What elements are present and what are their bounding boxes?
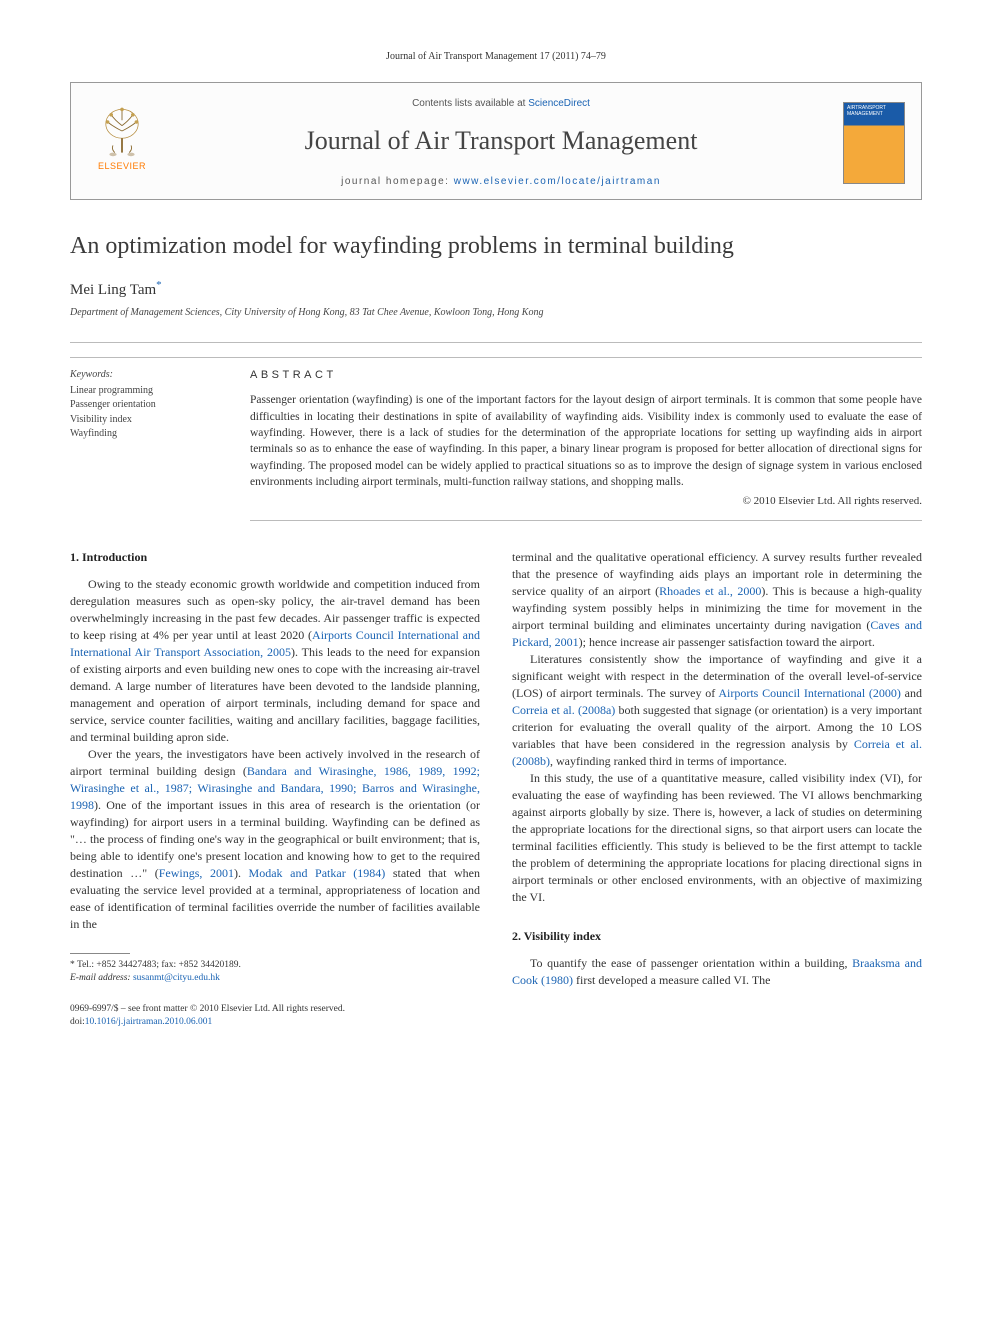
- elsevier-tree-icon: [95, 104, 149, 158]
- elsevier-label: ELSEVIER: [98, 160, 146, 173]
- abstract-text: Passenger orientation (wayfinding) is on…: [250, 392, 922, 490]
- homepage-prefix: journal homepage:: [341, 176, 454, 187]
- masthead-center: Contents lists available at ScienceDirec…: [173, 97, 829, 189]
- abstract-column: ABSTRACT Passenger orientation (wayfindi…: [250, 357, 922, 521]
- right-column: terminal and the qualitative operational…: [512, 549, 922, 1029]
- running-header: Journal of Air Transport Management 17 (…: [70, 50, 922, 64]
- intro-paragraph-2: Over the years, the investigators have b…: [70, 746, 480, 933]
- doi-label: doi:: [70, 1017, 85, 1027]
- body-columns: 1. Introduction Owing to the steady econ…: [70, 549, 922, 1029]
- citation-link[interactable]: Correia et al. (2008a): [512, 703, 615, 717]
- author-name: Mei Ling Tam: [70, 282, 156, 298]
- section-1-heading: 1. Introduction: [70, 549, 480, 566]
- journal-title: Journal of Air Transport Management: [173, 123, 829, 159]
- keywords-column: Keywords: Linear programming Passenger o…: [70, 357, 250, 521]
- email-link[interactable]: susanmt@cityu.edu.hk: [133, 973, 220, 983]
- journal-homepage-line: journal homepage: www.elsevier.com/locat…: [173, 175, 829, 189]
- col2-paragraph-2: Literatures consistently show the import…: [512, 651, 922, 770]
- masthead: ELSEVIER Contents lists available at Sci…: [70, 82, 922, 200]
- homepage-link[interactable]: www.elsevier.com/locate/jairtraman: [454, 176, 661, 187]
- article-title: An optimization model for wayfinding pro…: [70, 230, 922, 264]
- keywords-list: Linear programming Passenger orientation…: [70, 384, 226, 442]
- keywords-heading: Keywords:: [70, 368, 226, 382]
- citation-link[interactable]: Rhoades et al., 2000: [659, 584, 761, 598]
- footnote-separator: [70, 953, 130, 954]
- text-run: , wayfinding ranked third in terms of im…: [550, 754, 787, 768]
- doi-link[interactable]: 10.1016/j.jairtraman.2010.06.001: [85, 1017, 212, 1027]
- corresponding-footnote: * Tel.: +852 34427483; fax: +852 3442018…: [70, 959, 480, 985]
- citation-link[interactable]: Airports Council International (2000): [718, 686, 901, 700]
- affiliation: Department of Management Sciences, City …: [70, 306, 922, 320]
- section-2-heading: 2. Visibility index: [512, 928, 922, 945]
- intro-paragraph-1: Owing to the steady economic growth worl…: [70, 576, 480, 746]
- footnote-contact: * Tel.: +852 34427483; fax: +852 3442018…: [70, 959, 480, 972]
- col2-paragraph-1: terminal and the qualitative operational…: [512, 549, 922, 651]
- cover-thumb-text: AIRTRANSPORT MANAGEMENT: [847, 106, 901, 117]
- text-run: ). This leads to the need for expansion …: [70, 645, 480, 744]
- text-run: and: [901, 686, 922, 700]
- visibility-paragraph-1: To quantify the ease of passenger orient…: [512, 955, 922, 989]
- abstract-heading: ABSTRACT: [250, 368, 922, 383]
- text-run: ); hence increase air passenger satisfac…: [579, 635, 875, 649]
- text-run: To quantify the ease of passenger orient…: [530, 956, 852, 970]
- citation-link[interactable]: Fewings, 2001: [159, 866, 234, 880]
- text-run: first developed a measure called VI. The: [573, 973, 770, 987]
- email-label: E-mail address:: [70, 973, 133, 983]
- sciencedirect-link[interactable]: ScienceDirect: [528, 98, 590, 109]
- divider: [70, 342, 922, 343]
- author-corresponding-mark: *: [156, 279, 162, 291]
- doi-line: doi:10.1016/j.jairtraman.2010.06.001: [70, 1016, 480, 1029]
- contents-prefix: Contents lists available at: [412, 98, 528, 109]
- author-line: Mei Ling Tam*: [70, 278, 922, 301]
- keywords-abstract-block: Keywords: Linear programming Passenger o…: [70, 357, 922, 521]
- journal-cover-thumbnail: AIRTRANSPORT MANAGEMENT: [843, 102, 905, 184]
- abstract-copyright: © 2010 Elsevier Ltd. All rights reserved…: [250, 494, 922, 509]
- contents-available-line: Contents lists available at ScienceDirec…: [173, 97, 829, 111]
- left-column: 1. Introduction Owing to the steady econ…: [70, 549, 480, 1029]
- citation-link[interactable]: Modak and Patkar (1984): [249, 866, 386, 880]
- front-matter-line: 0969-6997/$ – see front matter © 2010 El…: [70, 1003, 480, 1016]
- text-run: In this study, the use of a quantitative…: [512, 771, 922, 904]
- text-run: ).: [234, 866, 249, 880]
- col2-paragraph-3: In this study, the use of a quantitative…: [512, 770, 922, 906]
- bottom-meta: 0969-6997/$ – see front matter © 2010 El…: [70, 1003, 480, 1029]
- footnote-email-line: E-mail address: susanmt@cityu.edu.hk: [70, 972, 480, 985]
- elsevier-logo: ELSEVIER: [87, 104, 157, 182]
